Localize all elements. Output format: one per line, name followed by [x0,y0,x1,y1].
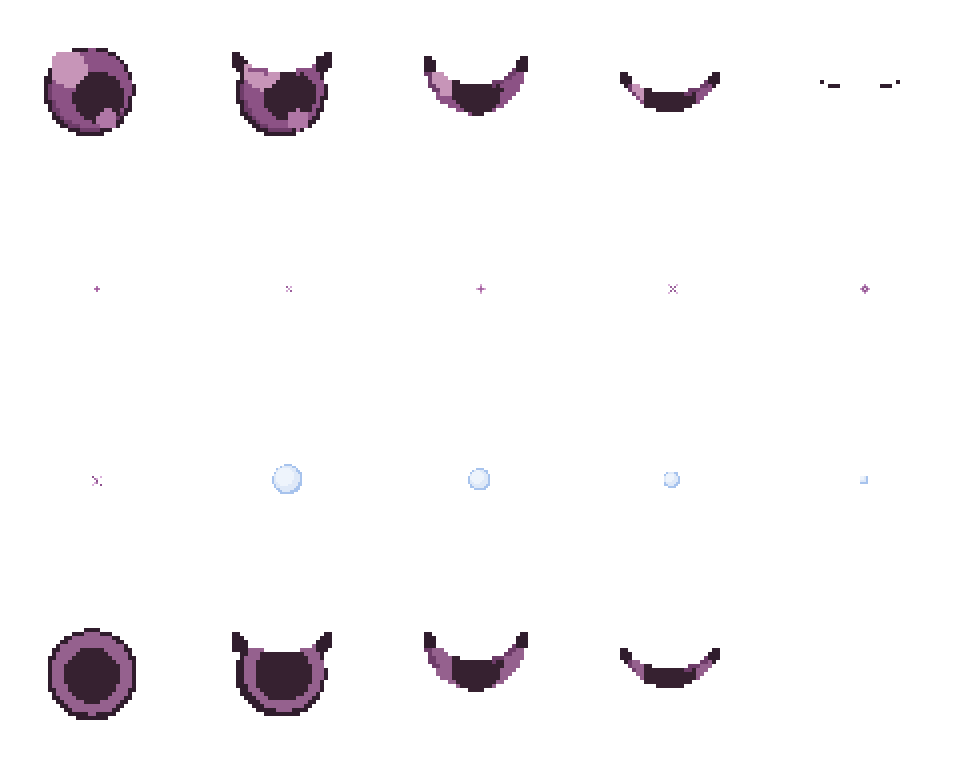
cell-sparkle-x-large [576,192,768,384]
eye-thin-highlight [576,0,768,192]
cell-eye-open-highlight [0,0,192,192]
cell-bubble-small [576,384,768,576]
eye-thin-plain [576,576,768,768]
bubble-large [192,384,384,576]
cell-sparkle-plus-small [0,192,192,384]
bubble-medium [384,384,576,576]
sparkle-x-large [576,192,768,384]
cell-eye-half-plain [192,576,384,768]
cell-sparkle-x-small [192,192,384,384]
sparkle-star [768,192,960,384]
bubble-tiny [768,384,960,576]
cell-sparkle-star [768,192,960,384]
cell-sparkle-x-dense [0,384,192,576]
cell-bubble-tiny [768,384,960,576]
eye-crescent-plain [384,576,576,768]
eye-half-highlight [192,0,384,192]
cell-eye-half-highlight [192,0,384,192]
cell-eye-crescent-highlight [384,0,576,192]
sparkle-x-small [192,192,384,384]
bubble-small [576,384,768,576]
cell-eye-thin-plain [576,576,768,768]
sparkle-plus-small [0,192,192,384]
sparkle-x-dense [0,384,192,576]
cell-eye-crescent-plain [384,576,576,768]
cell-eye-open-plain [0,576,192,768]
cell-bubble-medium [384,384,576,576]
eye-open-plain [0,576,192,768]
cell-eye-closed-line [768,0,960,192]
eye-closed-line [768,0,960,192]
eye-open-highlight [0,0,192,192]
cell-eye-thin-highlight [576,0,768,192]
sparkle-plus-large [384,192,576,384]
cell-bubble-large [192,384,384,576]
cell-sparkle-plus-large [384,192,576,384]
eye-half-plain [192,576,384,768]
eye-crescent-highlight [384,0,576,192]
